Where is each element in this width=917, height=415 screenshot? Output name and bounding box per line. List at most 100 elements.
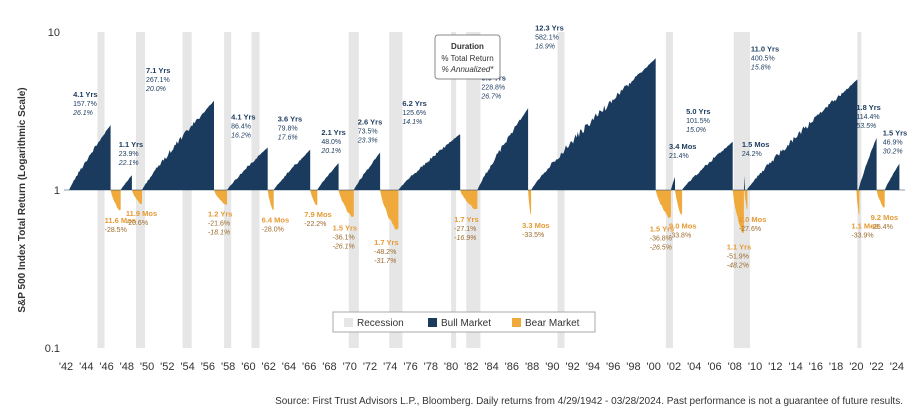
legend: Recession Bull Market Bear Market xyxy=(332,311,596,333)
annotation-text: -26.1% xyxy=(333,244,355,251)
x-tick-label: '24 xyxy=(890,361,904,373)
bull-market-area xyxy=(317,163,339,190)
bear-market-area xyxy=(744,190,748,210)
bull-market-area xyxy=(353,152,381,190)
annotation-text: 2.6 Yrs xyxy=(358,117,382,126)
x-tick-label: '82 xyxy=(464,361,478,373)
annotation-text: 15.0% xyxy=(686,127,706,134)
annotation-text: 6.2 Yrs xyxy=(402,99,426,108)
x-tick-label: '88 xyxy=(525,361,539,373)
bull-market-area xyxy=(398,134,461,190)
x-tick-label: '16 xyxy=(809,361,823,373)
annotation-text: 16.9% xyxy=(535,43,555,50)
bull-market-area xyxy=(682,141,733,190)
x-tick-label: '70 xyxy=(343,361,357,373)
x-tick-label: '22 xyxy=(869,361,883,373)
annotation-text: 17.6% xyxy=(278,135,298,142)
annotation-text: 1.5 Yrs xyxy=(333,224,357,233)
x-tick-label: '80 xyxy=(444,361,458,373)
annotation-text: 20.0% xyxy=(145,86,166,93)
bear-market-areas xyxy=(110,190,885,234)
annotation-text: 48.0% xyxy=(321,139,341,146)
annotation-text: 12.3 Yrs xyxy=(535,23,564,32)
annotation-text: 22.1% xyxy=(118,160,139,167)
annotation-text: 20.1% xyxy=(320,148,341,155)
y-tick-label: 1 xyxy=(54,185,60,197)
x-tick-label: '60 xyxy=(241,361,255,373)
annotation-text: 157.7% xyxy=(73,101,97,108)
x-tick-label: '90 xyxy=(545,361,559,373)
annotation-text: -21.6% xyxy=(208,221,230,228)
x-tick-label: '66 xyxy=(302,361,316,373)
x-tick-label: '72 xyxy=(363,361,377,373)
key-title: Duration xyxy=(451,42,484,51)
annotation-text: 4.1 Yrs xyxy=(73,90,97,99)
annotation-text: -33.9% xyxy=(851,232,873,239)
legend-swatch-bear xyxy=(512,318,521,327)
bull-market-area xyxy=(227,147,268,190)
bear-market-area xyxy=(528,190,532,215)
annotation-text: 23.9% xyxy=(119,151,139,158)
annotation-text: 23.3% xyxy=(357,137,378,144)
annotations: 4.1 Yrs 157.7% 26.1% 1.1 Yrs 23.9% 22.1% 7.1 Y… xyxy=(72,23,907,269)
x-tick-label: '00 xyxy=(647,361,661,373)
annotation-text: -26.5% xyxy=(650,244,672,251)
x-tick-label: '86 xyxy=(505,361,519,373)
annotation-text: 1.1 Yrs xyxy=(727,243,751,252)
annotation-text: -33.5% xyxy=(522,232,544,239)
annotation-text: 30.2% xyxy=(883,149,903,156)
annotation-text: 3.4 Mos xyxy=(669,142,697,151)
bull-market-area xyxy=(858,137,877,190)
x-tick-label: '12 xyxy=(768,361,782,373)
annotation-text: 101.5% xyxy=(686,118,710,125)
x-tick-label: '98 xyxy=(626,361,640,373)
annotation-text: 24.2% xyxy=(742,151,762,158)
annotation-text: 3.6 Yrs xyxy=(278,115,302,124)
x-tick-label: '48 xyxy=(120,361,134,373)
annotation-text: -28.0% xyxy=(262,227,284,234)
x-tick-label: '76 xyxy=(403,361,417,373)
x-tick-label: '20 xyxy=(849,361,863,373)
bull-market-area xyxy=(273,149,311,190)
annotation-text: 53.5% xyxy=(856,123,876,130)
annotation-text: 1.5 Yrs xyxy=(650,224,674,233)
x-tick-label: '96 xyxy=(606,361,620,373)
bear-market-area xyxy=(675,190,683,215)
annotation-text: 114.4% xyxy=(856,114,879,121)
bull-market-area xyxy=(746,79,858,190)
duration-key: Duration % Total Return % Annualized* xyxy=(434,34,501,80)
annotation-text: -25.4% xyxy=(871,224,893,231)
annotation-text: 21.4% xyxy=(669,153,689,160)
annotation-text: 5.0 Yrs xyxy=(686,107,710,116)
x-tick-label: '50 xyxy=(140,361,154,373)
bear-market-area xyxy=(110,190,121,211)
annotation-text: 79.8% xyxy=(278,126,298,133)
annotation-text: 14.1% xyxy=(402,119,422,126)
y-tick-label: 0.1 xyxy=(45,343,60,355)
x-tick-label: '62 xyxy=(262,361,276,373)
annotation-text: 1.1 Mos xyxy=(851,221,879,230)
x-tick-label: '78 xyxy=(424,361,438,373)
annotation-text: 1.7 Yrs xyxy=(374,238,398,247)
x-tick-label: '56 xyxy=(201,361,215,373)
annotation-text: -27.1% xyxy=(454,226,476,233)
x-tick-label: '02 xyxy=(667,361,681,373)
x-tick-label: '06 xyxy=(707,361,721,373)
legend-label-bull: Bull Market xyxy=(441,318,491,329)
annotation-text: 9.0 Mos xyxy=(669,221,697,230)
legend-label-bear: Bear Market xyxy=(525,318,580,329)
annotation-text: -18.1% xyxy=(208,230,230,237)
annotation-text: -48.2% xyxy=(374,249,396,256)
x-tick-label: '08 xyxy=(728,361,742,373)
x-tick-label: '14 xyxy=(788,361,802,373)
annotation-text: 125.6% xyxy=(402,110,426,117)
bear-market-area xyxy=(460,190,478,210)
annotation-text: 11.9 Mos xyxy=(126,209,157,218)
annotation-text: 86.4% xyxy=(231,123,251,130)
annotation-text: 9.2 Mos xyxy=(871,213,899,222)
annotation-text: 4.1 Yrs xyxy=(231,112,255,121)
key-line1: % Total Return xyxy=(441,54,493,63)
x-tick-label: '10 xyxy=(748,361,762,373)
source-note: Source: First Trust Advisors L.P., Bloom… xyxy=(275,396,903,407)
annotation-text: 2.1 Yrs xyxy=(321,128,345,137)
